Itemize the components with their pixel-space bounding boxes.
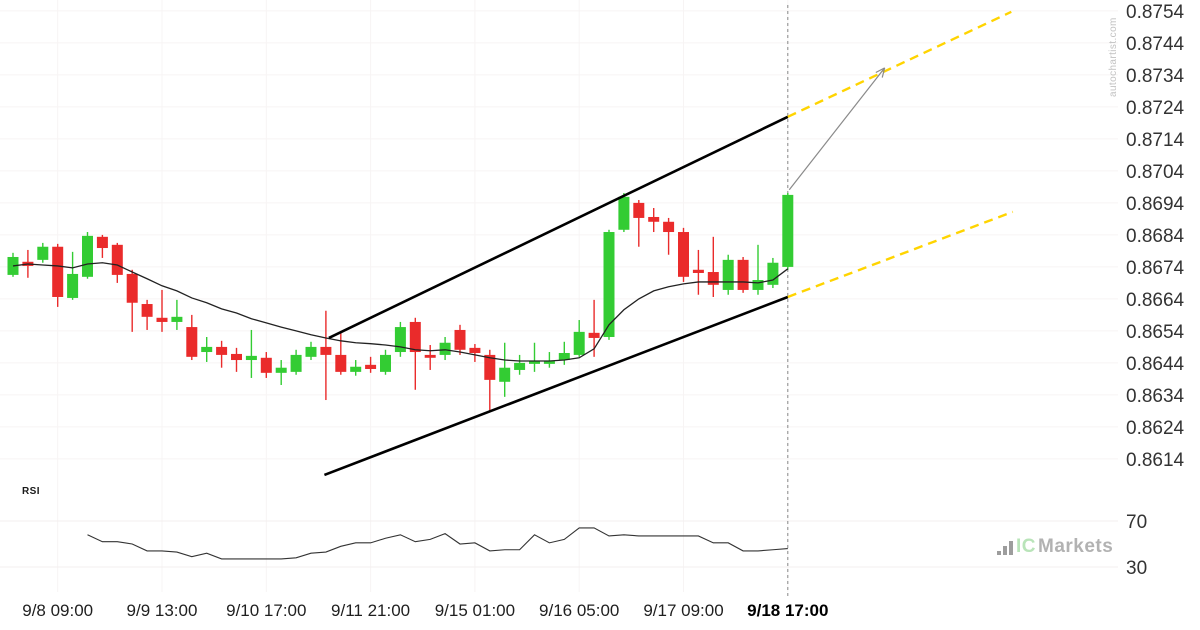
- candlestick: [648, 208, 660, 233]
- y-axis-label: 0.8714: [1126, 130, 1185, 151]
- candlestick: [260, 352, 272, 378]
- candlestick: [558, 341, 570, 365]
- rsi-line: [87, 527, 788, 560]
- candlestick: [573, 320, 585, 357]
- rsi-level-labels: 70 30: [1126, 512, 1147, 579]
- candlestick: [245, 329, 257, 378]
- lower-projection: [787, 210, 1014, 299]
- candlestick: [603, 229, 615, 340]
- candlestick: [588, 299, 600, 357]
- candlestick: [186, 314, 198, 361]
- forecast-arrow: [788, 67, 886, 191]
- candlestick: [499, 342, 511, 397]
- rsi-panel-label: RSI: [22, 486, 40, 497]
- y-axis-labels: 0.8754 0.8744 0.8734 0.8724 0.8714 0.8704 0.86…: [1126, 2, 1185, 471]
- upper-trendline: [328, 115, 789, 340]
- candlestick: [335, 330, 347, 375]
- trendlines: [323, 115, 789, 477]
- candlestick: [320, 310, 332, 401]
- ma-line: [12, 262, 789, 362]
- candlestick: [484, 349, 496, 412]
- candlestick: [171, 299, 183, 330]
- candlestick: [231, 347, 242, 372]
- candlestick: [275, 360, 287, 385]
- y-axis-label: 0.8624: [1126, 418, 1185, 439]
- y-axis-label: 0.8754: [1126, 2, 1185, 23]
- candlestick: [111, 242, 123, 283]
- projections: [787, 10, 1014, 299]
- y-axis-label: 0.8684: [1126, 226, 1185, 247]
- x-axis-label: 9/18 17:00: [747, 601, 828, 620]
- candlestick: [96, 234, 108, 258]
- broker-logo-markets: Markets: [1038, 536, 1114, 557]
- candlestick: [707, 236, 719, 297]
- candlestick: [305, 341, 317, 361]
- x-axis-label: 9/17 09:00: [643, 601, 723, 620]
- y-axis-label: 0.8674: [1126, 258, 1185, 279]
- candlestick: [454, 324, 466, 355]
- x-axis-label: 9/8 09:00: [22, 601, 93, 620]
- candlestick: [767, 257, 779, 289]
- upper-projection: [787, 10, 1012, 118]
- candlestick: [156, 289, 168, 332]
- candlestick: [52, 243, 64, 307]
- broker-logo-ic: IC: [1016, 536, 1036, 557]
- candlestick: [752, 244, 764, 295]
- candlestick: [82, 232, 93, 279]
- candlestick: [365, 356, 377, 373]
- y-axis-label: 0.8724: [1126, 98, 1185, 119]
- x-axis-label: 9/11 21:00: [331, 601, 410, 620]
- y-axis-label: 0.8664: [1126, 290, 1185, 311]
- candles-layer: [7, 192, 794, 412]
- candlestick: [514, 354, 526, 375]
- candlestick: [380, 349, 391, 375]
- candlestick: [424, 344, 436, 370]
- y-axis-label: 0.8644: [1126, 354, 1185, 375]
- x-axis-label: 9/10 17:00: [226, 601, 306, 620]
- lower-trendline: [323, 295, 789, 477]
- rsi-level-label: 70: [1126, 512, 1147, 533]
- y-axis-label: 0.8634: [1126, 386, 1185, 407]
- candlestick: [722, 254, 734, 295]
- candlestick: [633, 200, 645, 247]
- y-axis-label: 0.8744: [1126, 34, 1185, 55]
- candlestick: [290, 349, 302, 375]
- y-axis-label: 0.8614: [1126, 450, 1185, 471]
- candlestick: [409, 317, 421, 390]
- candlestick: [37, 242, 49, 263]
- y-axis-label: 0.8734: [1126, 66, 1185, 87]
- y-axis-label: 0.8704: [1126, 162, 1185, 183]
- candlestick: [439, 336, 451, 361]
- candlestick: [737, 256, 749, 293]
- candlestick: [692, 249, 704, 295]
- rsi-level-label: 30: [1126, 558, 1147, 579]
- candlestick: [618, 192, 630, 233]
- candlestick: [141, 299, 153, 330]
- x-axis-label: 9/16 05:00: [539, 601, 619, 620]
- x-axis-label: 9/9 13:00: [127, 601, 198, 620]
- candlestick: [126, 269, 138, 332]
- candlestick: [350, 360, 362, 376]
- candlestick: [67, 251, 79, 300]
- candlestick: [782, 192, 794, 270]
- x-axis-labels: 9/8 09:00 9/9 13:00 9/10 17:00 9/11 21:00 9/…: [22, 601, 828, 620]
- x-axis-label: 9/15 01:00: [435, 601, 515, 620]
- candlestick: [216, 340, 228, 368]
- bar-chart-icon: [997, 541, 1013, 555]
- candlestick: [529, 342, 540, 372]
- candlestick: [543, 352, 555, 368]
- candlestick: [201, 336, 213, 362]
- grid-layer: [0, 0, 1118, 592]
- broker-logo: IC Markets: [997, 536, 1113, 558]
- y-axis-label: 0.8654: [1126, 322, 1185, 343]
- candlestick: [469, 344, 481, 362]
- candlestick: [394, 321, 406, 357]
- y-axis-label: 0.8694: [1126, 194, 1185, 215]
- watermark-autochartist: autochartist.com: [1108, 17, 1119, 97]
- candlestick: [663, 217, 675, 255]
- candlestick: [678, 227, 689, 282]
